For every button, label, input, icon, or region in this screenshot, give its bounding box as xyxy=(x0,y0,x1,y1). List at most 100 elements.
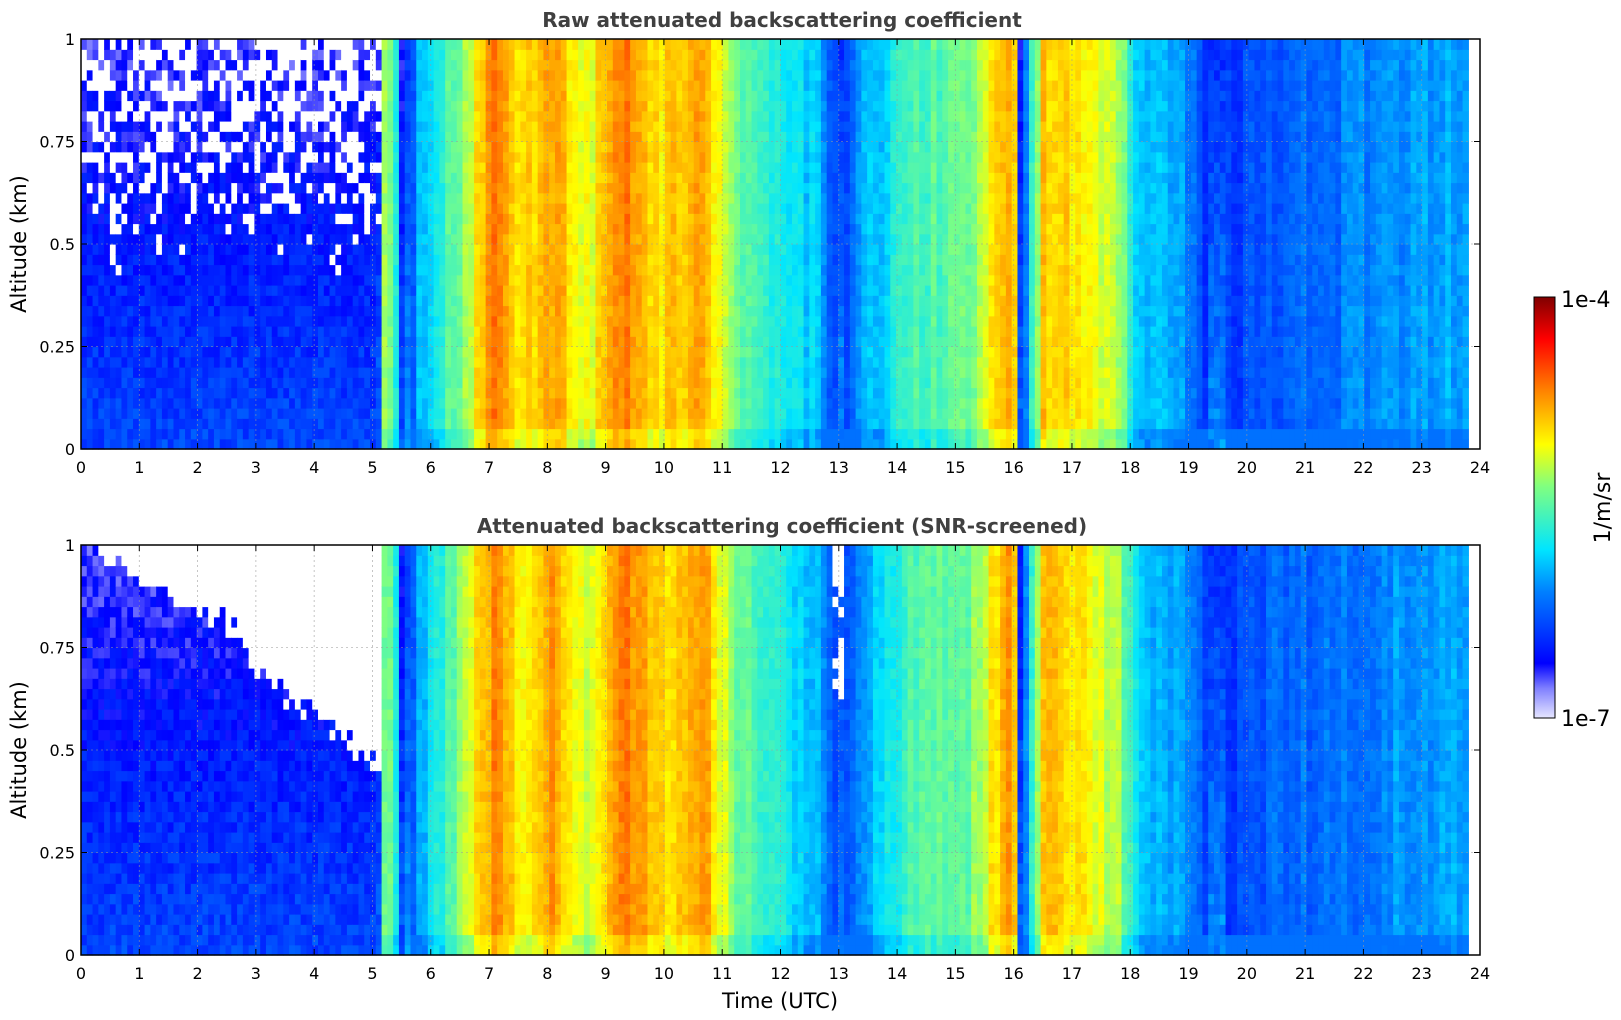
heatmap-cell xyxy=(375,39,383,50)
heatmap-cell xyxy=(537,264,545,276)
heatmap-cell xyxy=(410,100,417,112)
heatmap-cell xyxy=(323,428,331,440)
heatmap-cell xyxy=(728,295,735,307)
heatmap-cell xyxy=(294,233,302,245)
heatmap-cell xyxy=(607,182,614,194)
heatmap-cell xyxy=(739,428,747,440)
heatmap-cell xyxy=(526,418,533,430)
heatmap-cell xyxy=(485,367,493,378)
heatmap-cell xyxy=(98,428,105,440)
heatmap-cell xyxy=(237,182,244,194)
heatmap-cell xyxy=(213,285,221,296)
heatmap-cell xyxy=(445,90,452,102)
heatmap-cell xyxy=(664,59,672,71)
heatmap-cell xyxy=(468,39,475,50)
heatmap-cell xyxy=(687,69,695,81)
heatmap-cell xyxy=(612,346,620,358)
heatmap-cell xyxy=(531,397,539,409)
heatmap-cell xyxy=(745,121,753,132)
heatmap-cell xyxy=(462,162,469,173)
heatmap-cell xyxy=(734,295,741,307)
heatmap-cell xyxy=(144,213,151,225)
heatmap-cell xyxy=(728,285,735,296)
heatmap-cell xyxy=(121,428,128,440)
heatmap-cell xyxy=(739,151,747,163)
heatmap-cell xyxy=(780,110,787,122)
heatmap-cell xyxy=(497,244,504,255)
heatmap-cell xyxy=(283,315,290,327)
heatmap-cell xyxy=(630,397,637,409)
heatmap-cell xyxy=(711,305,718,317)
heatmap-cell xyxy=(127,377,134,389)
heatmap-cell xyxy=(508,182,516,194)
heatmap-cell xyxy=(526,274,533,286)
heatmap-cell xyxy=(566,69,573,81)
heatmap-cell xyxy=(786,315,793,327)
heatmap-cell xyxy=(190,367,198,378)
heatmap-cell xyxy=(572,377,579,389)
heatmap-cell xyxy=(508,315,516,327)
heatmap-cell xyxy=(786,192,793,204)
heatmap-cell xyxy=(734,49,741,61)
heatmap-cell xyxy=(566,80,573,91)
heatmap-cell xyxy=(358,80,365,91)
heatmap-cell xyxy=(318,100,325,112)
heatmap-cell xyxy=(393,326,400,337)
heatmap-cell xyxy=(289,377,296,389)
heatmap-cell xyxy=(687,397,695,409)
heatmap-cell xyxy=(757,244,764,255)
heatmap-cell xyxy=(433,100,440,112)
heatmap-cell xyxy=(468,69,475,81)
heatmap-cell xyxy=(716,162,724,173)
heatmap-cell xyxy=(508,151,516,163)
heatmap-cell xyxy=(641,346,649,358)
heatmap-cell xyxy=(208,254,215,266)
heatmap-cell xyxy=(86,182,94,194)
heatmap-cell xyxy=(635,182,643,194)
heatmap-cell xyxy=(705,172,712,184)
heatmap-cell xyxy=(456,264,464,276)
heatmap-cell xyxy=(404,428,412,440)
heatmap-cell xyxy=(133,233,140,245)
heatmap-cell xyxy=(566,418,573,430)
heatmap-cell xyxy=(248,315,256,327)
heatmap-cell xyxy=(173,346,180,358)
heatmap-cell xyxy=(104,387,111,399)
heatmap-cell xyxy=(127,397,134,409)
heatmap-cell xyxy=(670,438,677,450)
heatmap-cell xyxy=(670,377,677,389)
heatmap-cell xyxy=(780,377,787,389)
heatmap-cell xyxy=(682,438,689,450)
heatmap-cell xyxy=(792,162,799,173)
heatmap-cell xyxy=(792,387,799,399)
heatmap-cell xyxy=(601,295,608,307)
heatmap-cell xyxy=(757,428,764,440)
heatmap-cell xyxy=(364,377,371,389)
heatmap-cell xyxy=(566,397,573,409)
heatmap-cell xyxy=(300,428,308,440)
heatmap-cell xyxy=(398,110,406,122)
heatmap-cell xyxy=(213,49,221,61)
heatmap-cell xyxy=(133,244,140,255)
heatmap-cell xyxy=(161,121,169,132)
heatmap-cell xyxy=(358,49,365,61)
heatmap-cell xyxy=(277,264,284,276)
heatmap-cell xyxy=(537,367,545,378)
heatmap-cell xyxy=(115,438,123,450)
heatmap-cell xyxy=(491,90,498,102)
heatmap-cell xyxy=(81,121,88,132)
heatmap-cell xyxy=(763,397,770,409)
heatmap-cell xyxy=(560,233,568,245)
heatmap-cell xyxy=(555,418,562,430)
heatmap-cell xyxy=(520,162,527,173)
heatmap-cell xyxy=(526,397,533,409)
heatmap-cell xyxy=(416,90,423,102)
heatmap-cell xyxy=(699,213,706,225)
heatmap-cell xyxy=(271,80,279,91)
heatmap-cell xyxy=(693,305,701,317)
heatmap-cell xyxy=(526,264,533,276)
heatmap-cell xyxy=(543,336,550,348)
heatmap-cell xyxy=(404,39,412,50)
heatmap-cell xyxy=(739,254,747,266)
heatmap-cell xyxy=(739,274,747,286)
